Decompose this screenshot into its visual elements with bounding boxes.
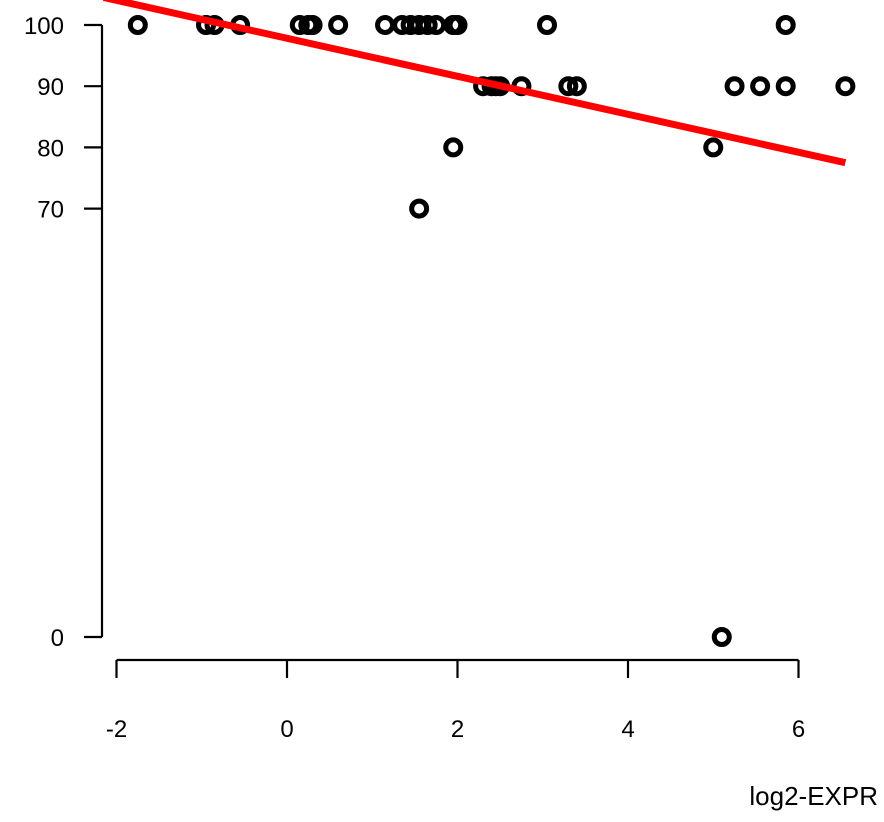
data-point (750, 76, 771, 97)
data-point (443, 137, 464, 158)
x-tick-label: 0 (280, 716, 293, 743)
data-points (127, 15, 856, 647)
x-ticks: -2 0 2 4 6 (106, 660, 805, 743)
data-point (835, 76, 856, 97)
x-tick-label: -2 (106, 716, 127, 743)
x-tick-label: 6 (792, 716, 805, 743)
data-point (328, 15, 349, 35)
x-tick-label: 4 (621, 716, 634, 743)
y-axis: 0 70 80 90 100 (24, 13, 104, 652)
y-tick-label: 80 (37, 135, 64, 162)
regression-line (102, 0, 847, 167)
data-point (375, 15, 396, 35)
data-point (447, 15, 468, 35)
data-point (566, 76, 587, 97)
data-point (775, 15, 796, 35)
y-tick-label: 70 (37, 197, 64, 224)
x-axis: -2 0 2 4 6 (106, 658, 805, 743)
y-tick-label: 90 (37, 74, 64, 101)
data-point (711, 627, 732, 647)
x-axis-title: log2-EXPR (749, 781, 878, 811)
data-point (417, 15, 438, 35)
y-ticks: 0 70 80 90 100 (24, 13, 102, 652)
x-tick-label: 2 (451, 716, 464, 743)
data-point (409, 198, 430, 219)
y-tick-label: 0 (51, 625, 64, 652)
data-point (537, 15, 558, 35)
data-point (724, 76, 745, 97)
data-point (558, 76, 579, 97)
data-point (703, 137, 724, 158)
data-point (775, 76, 796, 97)
y-tick-label: 100 (24, 13, 64, 40)
data-point (127, 15, 148, 35)
data-point (302, 15, 323, 35)
